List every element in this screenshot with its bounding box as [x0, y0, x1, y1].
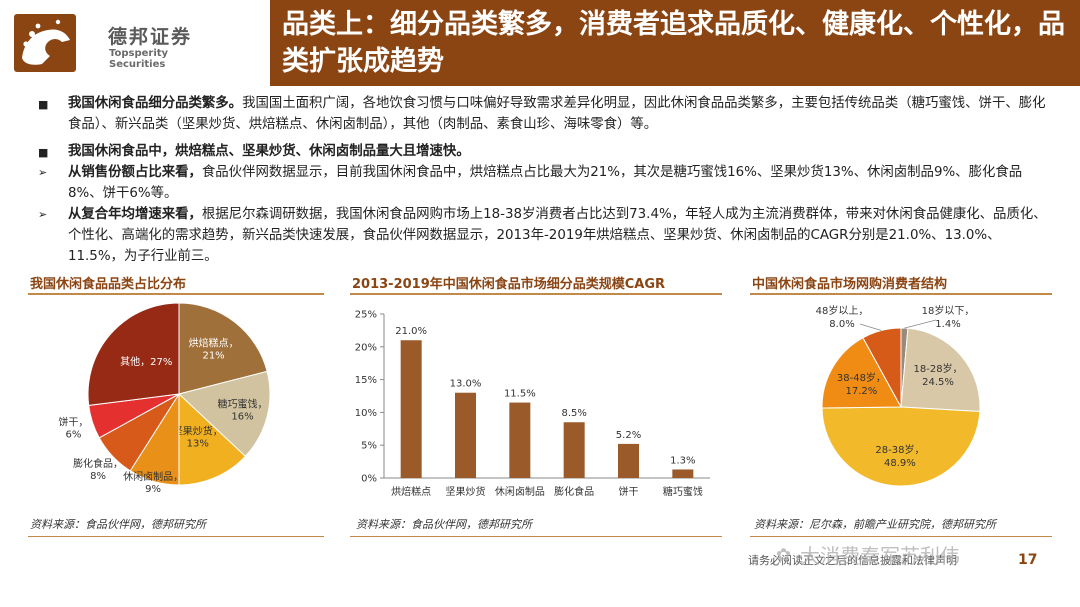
logo-mark-icon — [14, 14, 76, 72]
y-tick-label: 15% — [355, 375, 377, 386]
bullet-item: ■ 我国休闲食品细分品类繁多。我国国土面积广阔，各地饮食习惯与口味偏好导致需求差… — [38, 93, 1053, 135]
bar — [455, 392, 476, 478]
cagr-bar-chart: 0% 5% 10% 15% 20% 25% 21.0% 烘焙糕点 13.0% 坚果炒货 11.5% 休… — [355, 310, 710, 498]
bar-value-label: 13.0% — [450, 379, 482, 390]
x-tick-label: 坚果炒货 — [446, 485, 486, 498]
bar-value-label: 21.0% — [395, 326, 427, 337]
bar — [509, 402, 531, 478]
logo-name-cn: 德邦证券 — [108, 26, 193, 48]
bullet-item: ➢ 从销售份额占比来看，食品伙伴网数据显示，目前我国休闲食品中，烘焙糕点占比最大… — [38, 162, 1053, 204]
x-tick-label: 休闲卤制品 — [495, 485, 545, 498]
x-tick-label: 烘焙糕点 — [391, 485, 431, 498]
divider — [750, 536, 1052, 537]
pie-slice-label: 48岁以上， 8.0% — [816, 304, 869, 330]
y-tick-label: 5% — [361, 441, 377, 452]
bar-value-label: 1.3% — [670, 455, 695, 466]
bullet-item: ➢ 从复合年均增速来看，根据尼尔森调研数据，我国休闲食品网购市场上18-38岁消… — [38, 204, 1053, 267]
divider — [28, 536, 324, 537]
logo-name-en: Topsperity Securities — [109, 48, 169, 70]
bar — [618, 443, 639, 478]
pie-slice — [177, 370, 271, 458]
bullet-list: ■ 我国休闲食品细分品类繁多。我国国土面积广阔，各地饮食习惯与口味偏好导致需求差… — [38, 93, 1053, 267]
bar-value-label: 11.5% — [504, 389, 536, 400]
divider — [350, 293, 722, 295]
pie-slice — [821, 337, 902, 409]
category-share-pie-chart: 烘焙糕点， 21% 糖巧蜜饯， 16%坚果炒货， 13% 休闲卤制品， 9%膨化食品， 8% 饼… — [58, 302, 271, 495]
divider — [350, 536, 722, 537]
bar-value-label: 8.5% — [561, 408, 586, 419]
chart-heading-consumer-structure: 中国休闲食品市场网购消费者结构 — [752, 277, 948, 292]
pie-slice-label: 其他，27% — [120, 355, 172, 368]
footer-disclaimer: 请务必阅读正文之后的信息披露和法律声明 — [748, 554, 957, 567]
bullet-lead: 我国休闲食品细分品类繁多。 — [68, 96, 243, 111]
divider — [28, 293, 324, 295]
bar-value-label: 5.2% — [616, 430, 641, 441]
leader-line — [904, 319, 937, 329]
pie-slice-label: 膨化食品， 8% — [73, 457, 123, 482]
pie-slice — [87, 302, 180, 406]
x-tick-label: 膨化食品 — [554, 485, 594, 498]
divider — [750, 293, 1052, 295]
pie-slice — [178, 392, 247, 486]
arrow-bullet-icon: ➢ — [38, 166, 48, 179]
pie-slice — [900, 327, 981, 412]
bullet-text: 根据尼尔森调研数据，我国休闲食品网购市场上18-38岁消费者占比达到73.4%，… — [68, 207, 1047, 264]
pie-slice-label: 18岁以下， 1.4% — [922, 304, 975, 330]
pie-slice-label: 糖巧蜜饯， 16% — [217, 397, 267, 422]
pie-slice-label: 38-48岁， 17.2% — [837, 371, 886, 397]
y-tick-label: 0% — [361, 474, 377, 485]
y-tick-label: 10% — [355, 408, 377, 419]
y-tick-label: 20% — [355, 342, 377, 353]
bullet-lead: 我国休闲食品中，烘焙糕点、坚果炒货、休闲卤制品量大且增速快。 — [68, 144, 470, 159]
watermark: 大消费秦军苏利伟 — [800, 544, 960, 568]
source-note: 资料来源：尼尔森，前瞻产业研究院，德邦研究所 — [754, 518, 996, 531]
pie-slice — [178, 302, 268, 395]
wechat-icon: ✿ — [776, 545, 792, 566]
chart-heading-cagr: 2013-2019年中国休闲食品市场细分品类规模CAGR — [352, 277, 666, 292]
pie-slice-label: 烘焙糕点， 21% — [189, 336, 239, 361]
leader-line — [859, 323, 882, 331]
bullet-lead: 从销售份额占比来看， — [68, 165, 202, 180]
pie-slice-label: 坚果炒货， 13% — [173, 424, 223, 449]
pie-slice — [821, 406, 981, 487]
pie-slice-label: 饼干， 6% — [58, 415, 88, 440]
pie-slice-label: 18-28岁， 24.5% — [914, 362, 963, 388]
arrow-bullet-icon: ➢ — [38, 208, 48, 221]
consumer-structure-pie-chart: 18岁以下， 1.4% 18-28岁， 24.5% 28-38岁， 48.9% 38-48岁… — [816, 304, 981, 487]
bullet-text: 食品伙伴网数据显示，目前我国休闲食品中，烘焙糕点占比最大为21%，其次是糖巧蜜饯… — [68, 165, 1023, 201]
bar — [672, 469, 694, 478]
x-tick-label: 饼干 — [619, 485, 639, 498]
chart-heading-category-share: 我国休闲食品品类占比分布 — [30, 277, 187, 292]
title-bar: 品类上：细分品类繁多，消费者追求品质化、健康化、个性化，品类扩张成趋势 — [270, 0, 1080, 86]
bullet-lead: 从复合年均增速来看， — [68, 207, 202, 222]
company-logo: 德邦证券 Topsperity Securities — [14, 14, 214, 72]
source-note: 资料来源：食品伙伴网，德邦研究所 — [356, 518, 532, 531]
bar — [400, 340, 422, 478]
y-tick-label: 25% — [355, 310, 377, 321]
bar — [563, 422, 585, 478]
x-tick-label: 糖巧蜜饯 — [663, 485, 703, 498]
page-number: 17 — [1018, 552, 1038, 568]
source-note: 资料来源：食品伙伴网，德邦研究所 — [30, 518, 206, 531]
bullet-text: 我国国土面积广阔，各地饮食习惯与口味偏好导致需求差异化明显，因此休闲食品品类繁多… — [68, 96, 1046, 132]
bullet-item: ■ 我国休闲食品中，烘焙糕点、坚果炒货、休闲卤制品量大且增速快。 — [38, 141, 1053, 162]
square-bullet-icon: ■ — [38, 98, 49, 111]
pie-slice-label: 28-38岁， 48.9% — [875, 443, 924, 469]
square-bullet-icon: ■ — [38, 146, 49, 159]
pie-slice-label: 休闲卤制品， 9% — [123, 470, 183, 495]
page-title: 品类上：细分品类繁多，消费者追求品质化、健康化、个性化，品类扩张成趋势 — [282, 9, 1065, 77]
